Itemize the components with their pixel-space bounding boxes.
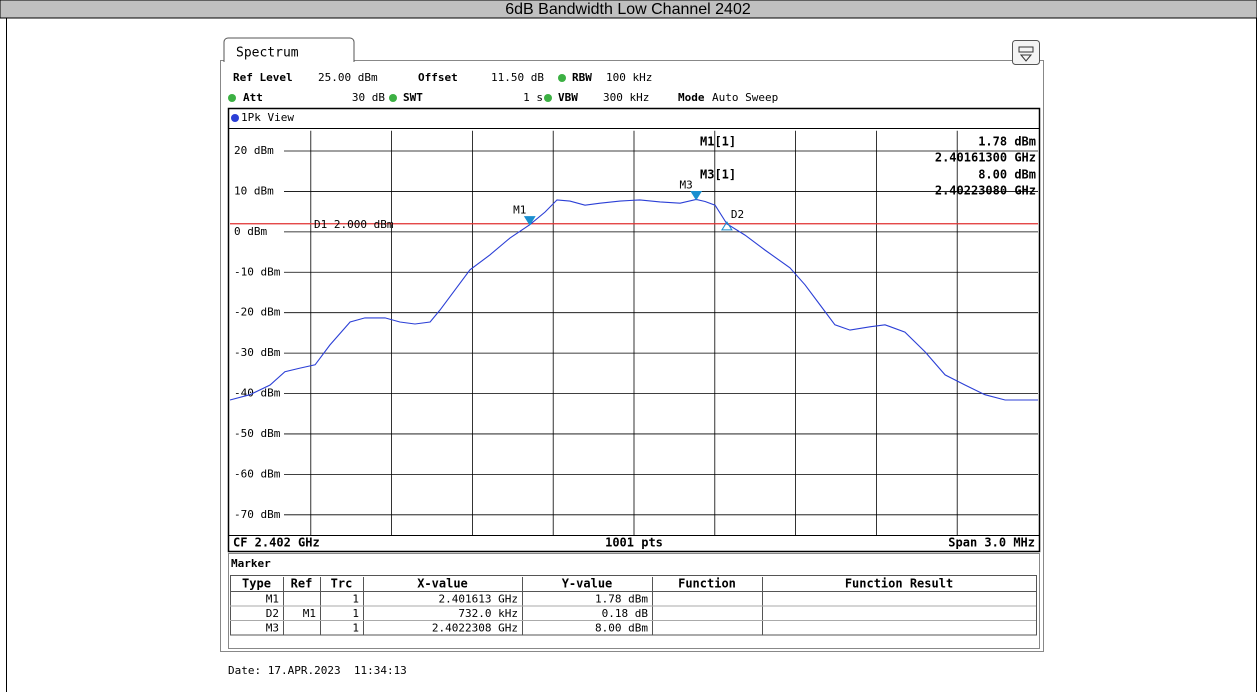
- column-header: X-value: [417, 577, 468, 591]
- table-cell: 1: [352, 621, 359, 634]
- table-cell: 1: [352, 592, 359, 605]
- readout-freq: 2.40161300 GHz: [935, 151, 1036, 165]
- table-cell: M1: [266, 592, 279, 605]
- setting-value: 300 kHz: [603, 91, 649, 104]
- display-line-label: D1 2.000 dBm: [314, 218, 394, 231]
- view-label: 1Pk View: [241, 111, 294, 124]
- table-border: [230, 575, 1037, 636]
- y-tick-label: -20 dBm: [234, 306, 281, 319]
- marker: [523, 216, 536, 226]
- setting-label: Att: [243, 91, 263, 104]
- column-header: Ref: [291, 577, 313, 591]
- setting-dot: [228, 94, 236, 102]
- table-cell: 8.00 dBm: [595, 621, 648, 634]
- table-cell: M3: [266, 621, 279, 634]
- y-tick-label: 0 dBm: [234, 225, 267, 238]
- setting-label: RBW: [572, 71, 592, 84]
- table-cell: 1: [352, 607, 359, 620]
- column-header: Y-value: [562, 577, 613, 591]
- setting-value: Auto Sweep: [712, 91, 778, 104]
- table-cell: 1.78 dBm: [595, 592, 648, 605]
- y-tick-label: -30 dBm: [234, 346, 281, 359]
- y-tick-label: 10 dBm: [234, 184, 274, 197]
- tab-label: Spectrum: [236, 46, 299, 61]
- footer-text: CF 2.402 GHz: [233, 536, 320, 550]
- setting-dot: [558, 74, 566, 82]
- column-header: Type: [242, 577, 271, 591]
- setting-label: Mode: [678, 91, 705, 104]
- table-cell: 0.18 dB: [602, 607, 649, 620]
- table-cell: M1: [303, 607, 316, 620]
- readout-freq: 2.40223080 GHz: [935, 184, 1036, 198]
- table-cell: 2.4022308 GHz: [432, 621, 518, 634]
- setting-value: 11.50 dB: [491, 71, 544, 84]
- y-tick-label: -70 dBm: [234, 508, 281, 521]
- column-header: Function Result: [845, 577, 953, 591]
- column-header: Trc: [331, 577, 353, 591]
- setting-dot: [389, 94, 397, 102]
- marker-label: M3: [680, 179, 693, 192]
- trace: [229, 198, 1038, 401]
- setting-label: Offset: [418, 71, 458, 84]
- setting-value: 30 dB: [352, 91, 385, 104]
- y-tick-label: -50 dBm: [234, 427, 281, 440]
- y-tick-label: -60 dBm: [234, 467, 281, 480]
- setting-value: 100 kHz: [606, 71, 652, 84]
- readout-level: 1.78 dBm: [978, 135, 1036, 149]
- table-title: Marker: [231, 557, 271, 570]
- footer-text: Span 3.0 MHz: [948, 536, 1035, 550]
- readout-name: M1[1]: [700, 135, 736, 149]
- spectrum-tab[interactable]: [223, 37, 355, 62]
- icon-glyph: [1018, 46, 1034, 62]
- setting-value: 1 s: [523, 91, 543, 104]
- marker-label: M1: [513, 204, 526, 217]
- column-header: Function: [678, 577, 736, 591]
- footer-text: 1001 pts: [605, 536, 663, 550]
- setting-dot: [544, 94, 552, 102]
- marker: [690, 191, 703, 201]
- setting-value: 25.00 dBm: [318, 71, 378, 84]
- setting-label: VBW: [558, 91, 578, 104]
- table-cell: 2.401613 GHz: [439, 592, 518, 605]
- readout-name: M3[1]: [700, 168, 736, 182]
- table-cell: 732.0 kHz: [458, 607, 518, 620]
- marker-label: D2: [731, 208, 744, 221]
- setting-label: SWT: [403, 91, 423, 104]
- view-dot: [231, 114, 239, 122]
- table-cell: D2: [266, 607, 279, 620]
- title-bar: [0, 0, 1257, 19]
- y-tick-label: 20 dBm: [234, 144, 274, 157]
- marker: [721, 220, 733, 231]
- page-title: 6dB Bandwidth Low Channel 2402: [505, 1, 751, 18]
- readout-level: 8.00 dBm: [978, 168, 1036, 182]
- y-tick-label: -10 dBm: [234, 265, 281, 278]
- date-stamp: Date: 17.APR.2023 11:34:13: [228, 664, 407, 677]
- setting-label: Ref Level: [233, 71, 293, 84]
